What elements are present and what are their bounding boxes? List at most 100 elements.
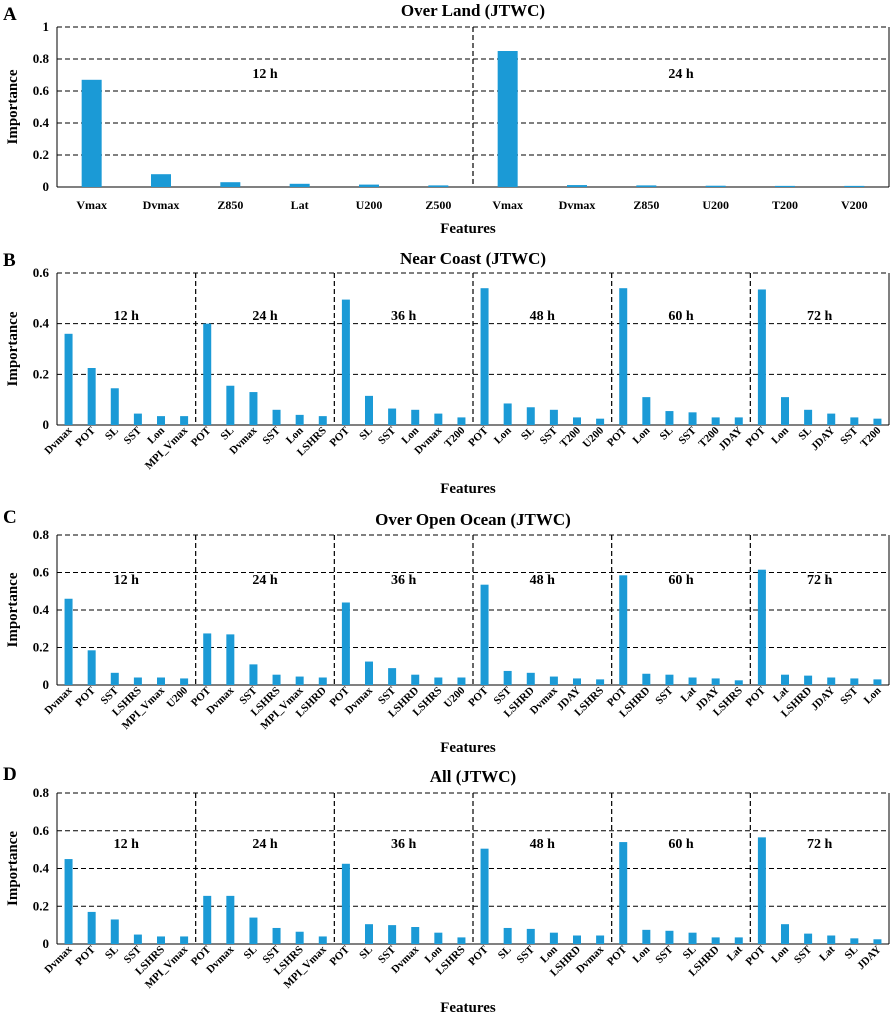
x-tick-label: SST	[838, 684, 861, 707]
bar	[341, 602, 350, 685]
bar	[844, 185, 865, 187]
bar	[503, 927, 512, 944]
bar	[549, 409, 558, 425]
x-tick-label: POT	[73, 684, 98, 709]
bar	[596, 935, 605, 944]
bar	[497, 51, 518, 187]
bar	[596, 679, 605, 685]
y-axis-label: Importance	[5, 831, 21, 906]
group-label: 60 h	[668, 573, 694, 588]
bar	[711, 678, 720, 685]
bar	[457, 937, 466, 944]
group-label: 24 h	[252, 573, 278, 588]
bar	[220, 182, 241, 187]
x-tick-label: SL	[103, 944, 121, 962]
bar	[249, 392, 258, 425]
x-tick-label: SST	[538, 424, 561, 447]
bar	[318, 936, 327, 944]
x-tick-label: U200	[580, 424, 606, 450]
bar	[688, 677, 697, 685]
bar	[180, 416, 189, 425]
x-tick-label: SST	[653, 943, 676, 966]
bar	[411, 927, 420, 944]
x-tick-label: Vmax	[492, 198, 523, 212]
x-tick-label: SL	[842, 944, 860, 962]
bar	[850, 938, 859, 944]
bar	[549, 676, 558, 685]
x-tick-label: POT	[73, 943, 98, 968]
x-tick-label: SST	[515, 943, 538, 966]
group-label: 24 h	[252, 837, 278, 852]
bar	[665, 930, 674, 944]
x-tick-label: Lon	[769, 944, 791, 966]
bar	[87, 650, 96, 685]
x-tick-label: Dvmax	[559, 198, 596, 212]
bar	[526, 672, 535, 685]
bar	[295, 931, 304, 944]
x-tick-label: SL	[103, 425, 121, 443]
bar	[480, 848, 489, 944]
x-tick-label: JDAY	[809, 685, 838, 714]
bar	[804, 409, 813, 425]
group-label: 48 h	[530, 573, 556, 588]
bar	[480, 288, 489, 425]
bar	[757, 569, 766, 685]
group-label: 12 h	[114, 309, 140, 324]
group-label: 60 h	[668, 837, 694, 852]
x-tick-label: SST	[122, 424, 145, 447]
group-label: 12 h	[252, 67, 278, 82]
bar	[526, 928, 535, 944]
panel-a: A Over Land (JTWC) 0 0.2 0.4 0.6 0.8 1 Importanc…	[3, 1, 890, 237]
bar	[157, 677, 165, 685]
panel-b: B Near Coast (JTWC) 0 0.2 0.4 0.6 Importance 12…	[3, 249, 890, 497]
bar	[827, 935, 836, 944]
group-label: 72 h	[807, 837, 833, 852]
bar	[503, 670, 512, 685]
x-tick-label: POT	[466, 943, 491, 968]
x-tick-label: MPI_Vmax	[143, 424, 191, 472]
group-label: 24 h	[668, 67, 694, 82]
bar	[157, 416, 165, 425]
y-tick-label: 0	[43, 677, 50, 692]
bar	[411, 674, 420, 685]
bar	[226, 385, 235, 425]
x-tick-label: JDAY	[855, 944, 884, 973]
bar	[133, 934, 142, 944]
x-tick-label: SST	[653, 684, 676, 707]
bar	[133, 677, 142, 685]
bar	[549, 932, 558, 944]
x-tick-label: POT	[744, 424, 769, 449]
bar	[688, 412, 697, 425]
bar	[711, 417, 720, 425]
bar	[526, 407, 535, 425]
y-tick-label: 0.6	[33, 565, 50, 580]
x-tick-label: POT	[328, 943, 353, 968]
x-tick-label: Lon	[631, 944, 653, 966]
bar	[81, 79, 102, 187]
bar	[365, 395, 373, 425]
bar	[318, 416, 327, 425]
bar	[665, 674, 674, 685]
x-tick-label: SST	[838, 424, 861, 447]
y-tick-label: 0	[43, 936, 50, 951]
y-tick-label: 0.4	[33, 316, 50, 331]
chart-title: All (JTWC)	[430, 767, 516, 786]
bar	[64, 598, 73, 685]
bar	[110, 672, 119, 685]
x-axis-label: Features	[440, 1000, 496, 1016]
bar	[87, 368, 96, 425]
bar	[827, 677, 836, 685]
bar	[203, 895, 212, 944]
bar	[64, 333, 73, 425]
bar	[573, 678, 581, 685]
bar	[457, 677, 466, 685]
bar	[619, 575, 628, 685]
bar	[388, 408, 397, 425]
bar	[480, 584, 489, 685]
bar	[850, 417, 859, 425]
bar	[341, 299, 350, 425]
y-axis-label: Importance	[5, 311, 21, 386]
x-tick-label: POT	[605, 943, 630, 968]
x-tick-label: POT	[328, 424, 353, 449]
bar	[711, 937, 720, 944]
